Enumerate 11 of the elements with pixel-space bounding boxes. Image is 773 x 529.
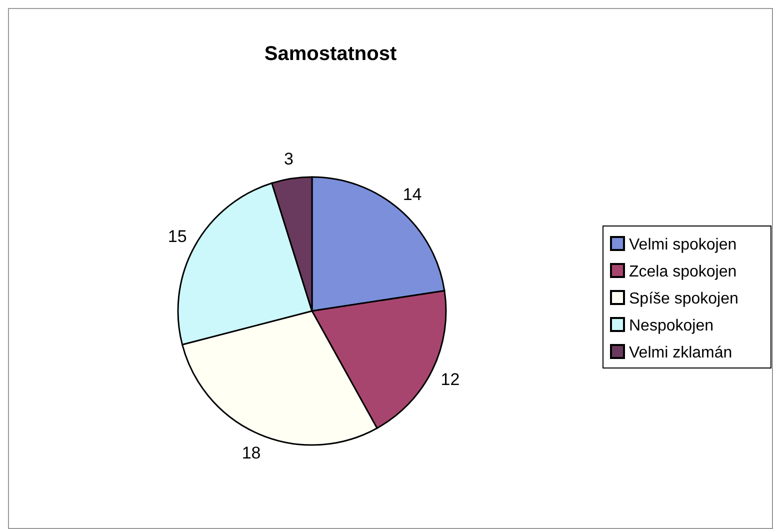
data-label: 18 (242, 443, 261, 462)
data-label: 14 (402, 185, 422, 204)
data-label: 12 (440, 370, 460, 389)
data-label: 3 (284, 150, 294, 169)
chart-title: Samostatnost (264, 43, 397, 65)
legend-label: Velmi spokojen (629, 236, 737, 254)
legend-label: Spíše spokojen (629, 290, 738, 308)
legend-label: Velmi zklamán (629, 344, 732, 362)
legend-label: Nespokojen (629, 318, 714, 335)
data-label: 15 (168, 227, 187, 246)
legend-label: Zcela spokojen (629, 264, 737, 281)
